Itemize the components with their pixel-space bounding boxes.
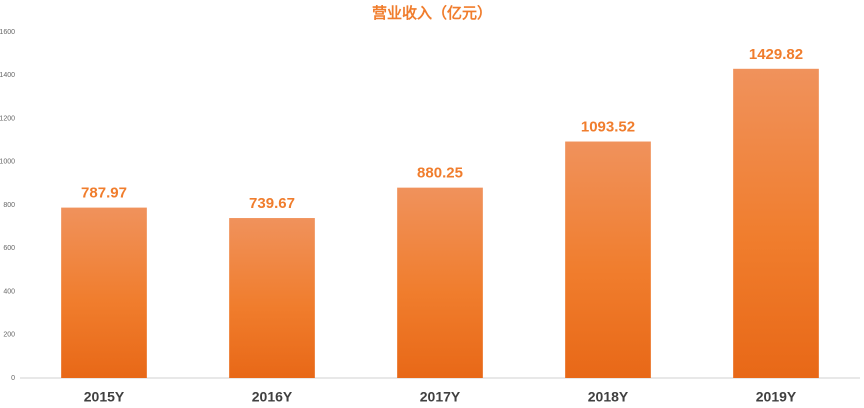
y-tick-label: 1600 (0, 29, 15, 36)
bar (397, 187, 483, 378)
y-tick-label: 1000 (0, 159, 15, 166)
y-tick-label: 1200 (0, 115, 15, 122)
chart-title: 营业收入（亿元） (372, 4, 492, 22)
value-label: 739.67 (249, 195, 295, 212)
x-tick-label: 2015Y (84, 389, 125, 405)
bar (733, 68, 819, 378)
value-label: 1093.52 (581, 118, 635, 135)
y-tick-label: 400 (3, 288, 15, 295)
value-label: 1429.82 (749, 46, 803, 63)
x-tick-label: 2016Y (252, 389, 293, 405)
y-tick-label: 1400 (0, 72, 15, 79)
value-label: 787.97 (81, 185, 127, 202)
x-tick-label: 2019Y (756, 389, 797, 405)
x-tick-label: 2018Y (588, 389, 629, 405)
y-tick-label: 0 (11, 375, 15, 382)
bar (565, 141, 651, 378)
value-label: 880.25 (417, 165, 463, 182)
y-tick-label: 600 (3, 245, 15, 252)
bar (61, 207, 147, 378)
y-tick-label: 200 (3, 332, 15, 339)
bar (229, 218, 315, 378)
y-tick-label: 800 (3, 202, 15, 209)
x-tick-label: 2017Y (420, 389, 461, 405)
